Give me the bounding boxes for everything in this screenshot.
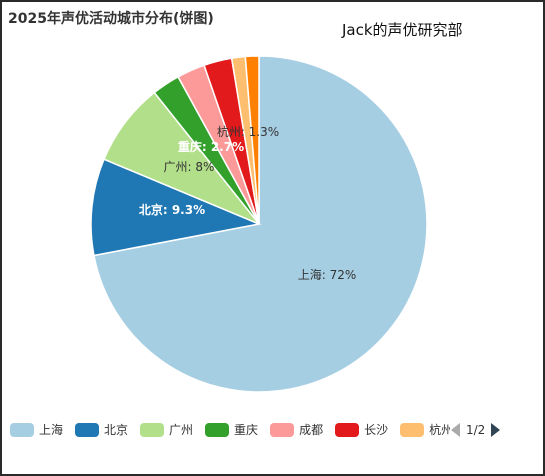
legend-item-广州[interactable]: 广州 (140, 421, 193, 438)
legend-item-重庆[interactable]: 重庆 (205, 421, 258, 438)
legend-item-杭州[interactable]: 杭州 (400, 421, 450, 438)
legend-pager: 1/2 (451, 421, 501, 439)
legend-page-indicator: 1/2 (466, 423, 486, 437)
legend-swatch (270, 422, 295, 437)
legend-item-上海[interactable]: 上海 (10, 421, 63, 438)
legend-swatch (400, 422, 425, 437)
slice-label-广州: 广州: 8% (164, 160, 215, 174)
legend-swatch (335, 422, 360, 437)
legend-label: 北京 (104, 423, 129, 437)
legend-item-长沙[interactable]: 长沙 (335, 421, 388, 438)
legend: 上海 北京 广州 重庆 成都 长沙 杭州 (10, 421, 450, 439)
legend-label: 长沙 (364, 423, 389, 437)
legend-label: 重庆 (234, 423, 259, 437)
chart-title: 2025年声优活动城市分布(饼图) (8, 11, 214, 27)
previous-page-icon[interactable] (451, 423, 460, 437)
legend-swatch (205, 422, 230, 437)
pie-slice-slice-8[interactable] (244, 55, 260, 225)
slice-label-上海: 上海: 72% (298, 267, 357, 282)
legend-label: 上海 (39, 423, 64, 437)
legend-item-成都[interactable]: 成都 (270, 421, 323, 438)
legend-label: 杭州 (429, 423, 450, 437)
legend-label: 广州 (169, 423, 194, 437)
legend-swatch (140, 422, 165, 437)
legend-label: 成都 (299, 423, 324, 437)
slice-label-重庆: 重庆: 2.7% (178, 139, 244, 154)
watermark-text: Jack的声优研究部 (342, 21, 463, 39)
pie-slice-北京[interactable] (90, 158, 262, 257)
slice-label-北京: 北京: 9.3% (139, 202, 205, 217)
legend-swatch (75, 422, 100, 437)
next-page-icon[interactable] (491, 423, 501, 437)
legend-item-北京[interactable]: 北京 (75, 421, 128, 438)
slice-label-杭州: 杭州: 1.3% (217, 124, 279, 139)
legend-swatch (10, 422, 34, 437)
